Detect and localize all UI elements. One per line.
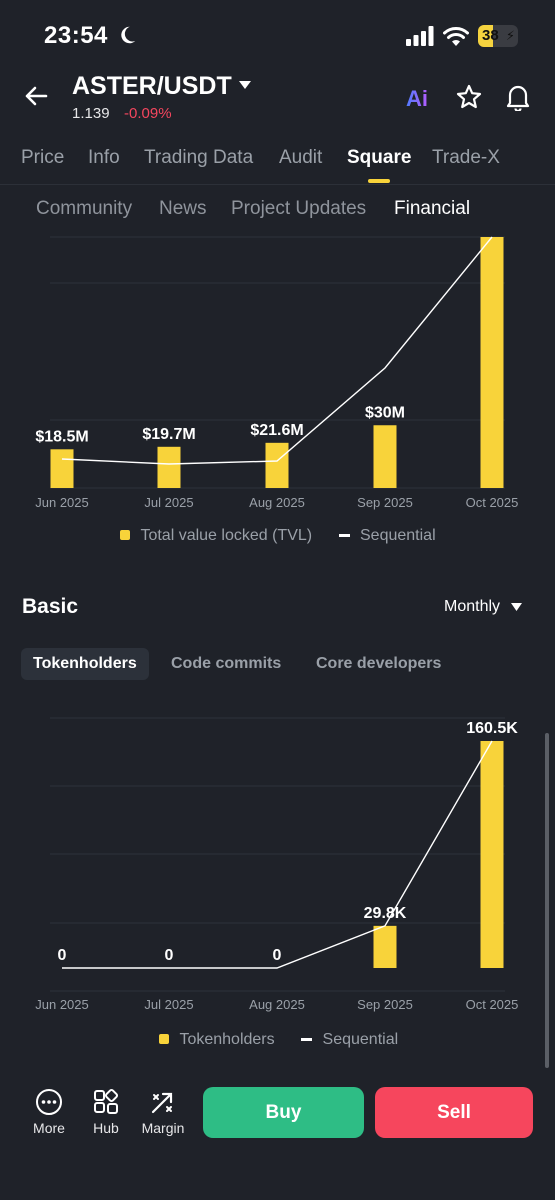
back-arrow-icon[interactable] [22, 82, 50, 110]
scrollbar[interactable] [545, 733, 549, 1068]
legend-bar-label: Tokenholders [179, 1031, 275, 1048]
bar-1 [157, 446, 181, 488]
data-label-3: 29.8K [364, 905, 407, 922]
basic-section-title: Basic [22, 595, 79, 618]
x-tick-label-3: Sep 2025 [357, 997, 413, 1012]
tokenholders-legend: Tokenholders Sequential [159, 1031, 398, 1049]
charging-icon: ⚡ [505, 28, 515, 43]
tab-active-indicator [368, 179, 390, 183]
x-tick-label-0: Jun 2025 [35, 495, 89, 510]
tvl-legend: Total value locked (TVL) Sequential [120, 527, 436, 545]
legend-line-label: Sequential [322, 1031, 399, 1048]
subtab-news[interactable]: News [159, 198, 207, 219]
x-tick-label-3: Sep 2025 [357, 495, 413, 510]
bell-icon[interactable] [505, 83, 531, 111]
tokenholders-chart: 0 0 0 29.8K 160.5K Jun 2025 Jul 2025 Aug 2025 Se… [35, 717, 519, 1012]
bar-2 [265, 442, 289, 488]
battery-level: 38 [482, 27, 499, 44]
subtab-community[interactable]: Community [36, 198, 133, 219]
pair-title[interactable]: ASTER/USDT [72, 72, 232, 100]
bar-3 [373, 925, 397, 968]
tvl-chart: $18.5M $19.7M $21.6M $30M Jun 2025 Jul 2025 Au… [35, 236, 519, 510]
chevron-down-icon[interactable] [511, 603, 522, 611]
chip-tokenholders[interactable]: Tokenholders [21, 648, 149, 680]
tab-info[interactable]: Info [88, 147, 120, 168]
x-tick-label-0: Jun 2025 [35, 997, 89, 1012]
legend-bar-label: Total value locked (TVL) [140, 527, 313, 544]
sequential-line [62, 740, 493, 969]
more-label: More [33, 1120, 65, 1136]
more-button[interactable]: More [22, 1088, 76, 1136]
wifi-icon [443, 27, 469, 46]
price-change: -0.09% [124, 105, 172, 122]
last-price: 1.139 [72, 105, 110, 122]
x-tick-label-1: Jul 2025 [144, 495, 193, 510]
favorite-star-icon[interactable] [456, 84, 482, 110]
tab-audit[interactable]: Audit [279, 147, 323, 168]
bar-3 [373, 425, 397, 488]
data-label-1: 0 [165, 947, 174, 964]
ai-icon[interactable]: Ai [406, 86, 428, 112]
data-label-0: 0 [58, 947, 67, 964]
data-label-2: 0 [273, 947, 282, 964]
sequential-line [61, 236, 493, 465]
signal-icon [406, 26, 434, 46]
hub-label: Hub [93, 1120, 119, 1136]
x-tick-label-2: Aug 2025 [249, 997, 305, 1012]
legend-bar-swatch [159, 1034, 169, 1044]
legend-line-swatch [301, 1038, 313, 1042]
subtab-financial[interactable]: Financial [394, 198, 471, 219]
chevron-down-icon[interactable] [238, 80, 252, 90]
margin-label: Margin [141, 1120, 185, 1136]
tab-square[interactable]: Square [347, 147, 412, 168]
more-icon [36, 1089, 62, 1115]
margin-icon [151, 1092, 173, 1114]
period-selector[interactable]: Monthly [444, 598, 501, 615]
battery-indicator: 38 ⚡ [478, 25, 518, 47]
moon-icon [121, 26, 136, 44]
x-tick-label-4: Oct 2025 [466, 495, 519, 510]
bar-4 [480, 237, 504, 488]
data-label-0: $18.5M [35, 428, 88, 445]
data-label-1: $19.7M [142, 426, 195, 443]
legend-line-swatch [338, 534, 350, 538]
buy-button[interactable]: Buy [203, 1087, 364, 1138]
status-time: 23:54 [44, 22, 108, 49]
x-tick-label-2: Aug 2025 [249, 495, 305, 510]
sell-button[interactable]: Sell [375, 1087, 533, 1138]
hub-icon [94, 1088, 119, 1114]
chip-code-commits[interactable]: Code commits [171, 655, 282, 672]
tab-price[interactable]: Price [21, 147, 65, 168]
x-tick-label-1: Jul 2025 [144, 997, 193, 1012]
tabs-divider [0, 184, 555, 185]
tab-trading-data[interactable]: Trading Data [144, 147, 254, 168]
margin-button[interactable]: Margin [136, 1088, 190, 1136]
data-label-3: $30M [365, 404, 405, 421]
subtab-project-updates[interactable]: Project Updates [231, 198, 367, 219]
data-label-2: $21.6M [250, 422, 303, 439]
bar-0 [50, 449, 74, 488]
legend-line-label: Sequential [360, 527, 436, 544]
x-tick-label-4: Oct 2025 [466, 997, 519, 1012]
chip-core-developers[interactable]: Core developers [316, 655, 442, 672]
bar-4 [480, 741, 504, 968]
ai-label: Ai [406, 86, 428, 111]
tab-trade-x[interactable]: Trade-X [432, 147, 500, 168]
hub-button[interactable]: Hub [79, 1088, 133, 1136]
legend-bar-swatch [120, 530, 130, 540]
data-label-4: 160.5K [466, 720, 518, 737]
